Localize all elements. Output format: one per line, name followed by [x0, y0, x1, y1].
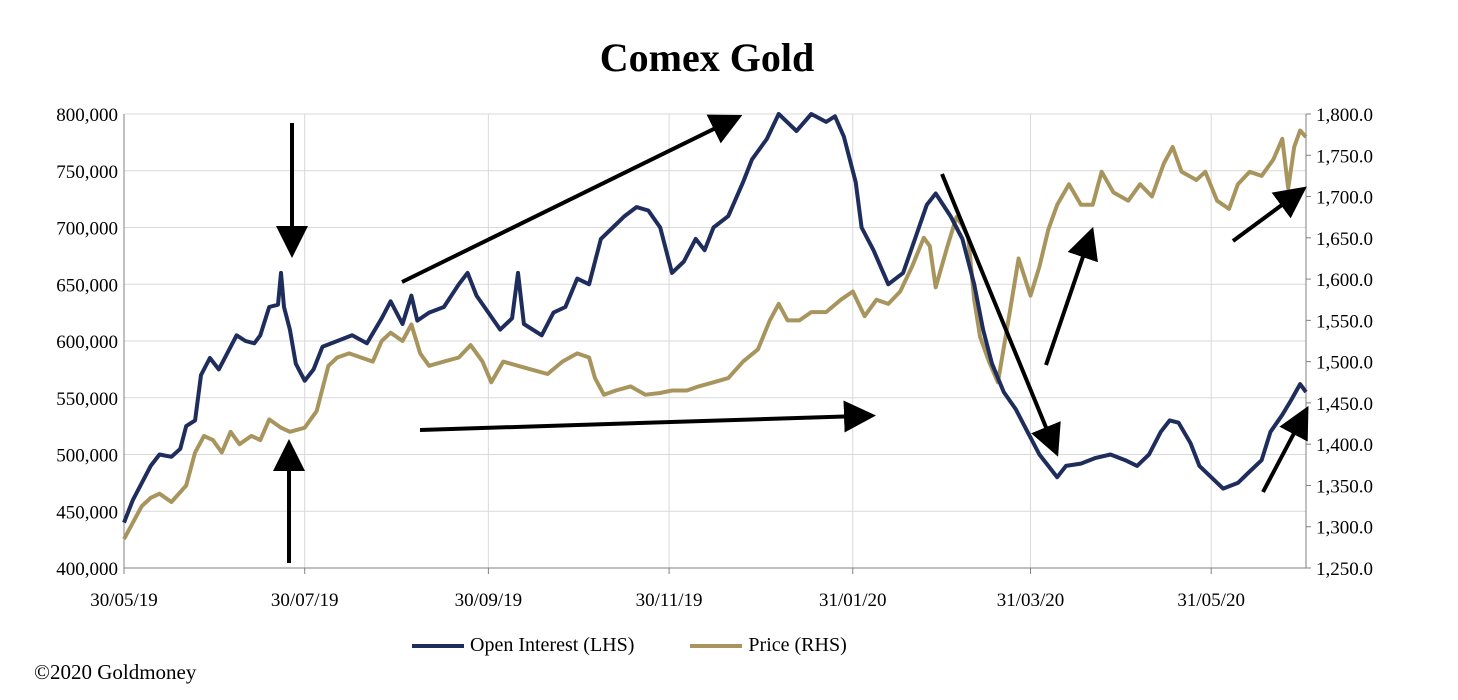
legend-label-open-interest: Open Interest (LHS)	[470, 634, 635, 656]
annotation-arrow	[1231, 186, 1307, 243]
y-left-tick-label: 600,000	[56, 332, 118, 353]
x-tick-label: 30/09/19	[455, 590, 523, 611]
x-tick-label: 31/05/20	[1177, 590, 1245, 611]
annotation-arrow	[419, 400, 876, 433]
y-right-tick-label: 1,750.0	[1316, 146, 1373, 167]
annotation-arrows	[273, 114, 1309, 563]
annotation-arrow	[940, 173, 1061, 457]
y-left-tick-label: 800,000	[56, 105, 118, 126]
y-left-tick-label: 750,000	[56, 162, 118, 183]
annotation-arrow	[1044, 226, 1098, 366]
legend-swatch-price	[690, 643, 743, 648]
x-tick-label: 30/07/19	[271, 590, 339, 611]
y-left-tick-label: 650,000	[56, 275, 118, 296]
y-left-tick-label: 550,000	[56, 389, 118, 410]
y-left-tick-label: 400,000	[56, 559, 118, 580]
y-right-tick-label: 1,700.0	[1316, 188, 1373, 209]
grid-layer	[124, 113, 1306, 568]
chart-title: Comex Gold	[599, 35, 815, 80]
y-right-tick-label: 1,300.0	[1316, 518, 1373, 539]
legend-item-price: Price (RHS)	[690, 634, 847, 657]
annotation-arrow	[1261, 405, 1309, 493]
legend-label-price: Price (RHS)	[748, 634, 847, 656]
y-left-tick-label: 700,000	[56, 219, 118, 240]
annotation-arrow	[401, 114, 743, 284]
y-left-tick-label: 500,000	[56, 446, 118, 467]
y-left-tick-label: 450,000	[56, 502, 118, 523]
axis-layer: 400,000 450,000 500,000 550,000 600,000 650,0…	[56, 105, 1373, 611]
y-right-tick-label: 1,400.0	[1316, 435, 1373, 456]
y-right-tick-label: 1,800.0	[1316, 105, 1373, 126]
legend-swatch-open-interest	[412, 643, 464, 648]
legend: Open Interest (LHS) Price (RHS)	[412, 634, 903, 657]
y-right-tick-label: 1,250.0	[1316, 559, 1373, 580]
y-right-tick-label: 1,600.0	[1316, 270, 1373, 291]
x-tick-label: 30/11/19	[636, 590, 703, 611]
x-tick-label: 31/03/20	[997, 590, 1065, 611]
y-right-tick-label: 1,450.0	[1316, 394, 1373, 415]
copyright-notice: ©2020 Goldmoney	[34, 660, 197, 684]
y-right-tick-label: 1,650.0	[1316, 229, 1373, 250]
legend-item-open-interest: Open Interest (LHS)	[412, 634, 634, 657]
open-interest-line	[122, 112, 1308, 524]
price-line	[122, 128, 1308, 541]
series-layer	[122, 112, 1308, 541]
x-tick-label: 30/05/19	[90, 590, 158, 611]
y-right-tick-label: 1,550.0	[1316, 311, 1373, 332]
y-right-tick-label: 1,500.0	[1316, 353, 1373, 374]
y-right-tick-label: 1,350.0	[1316, 476, 1373, 497]
x-tick-label: 31/01/20	[819, 590, 887, 611]
